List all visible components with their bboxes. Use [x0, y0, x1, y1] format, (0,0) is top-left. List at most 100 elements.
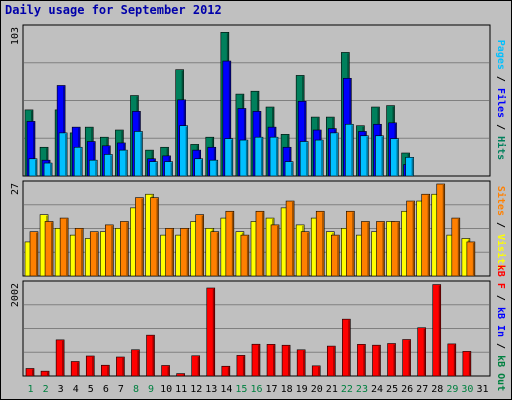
bar-sites	[255, 210, 265, 277]
bar-sites	[195, 214, 205, 277]
day-label: 19	[296, 384, 308, 395]
bar-sites	[270, 224, 280, 277]
legend-bottom: kB F / kB In / kB Out	[495, 265, 506, 391]
bar-kb-f	[206, 287, 216, 377]
legend-mid-part-2: Visits	[495, 234, 507, 270]
bar-pages	[104, 154, 113, 177]
bar-pages	[239, 139, 249, 177]
bar-sites	[29, 231, 39, 277]
day-label: 24	[371, 384, 383, 395]
bar-sites	[120, 221, 129, 277]
bar-kb-f	[40, 370, 50, 377]
bar-sites-shade	[81, 229, 83, 276]
bar-kb-f	[101, 364, 110, 377]
bar-kb-f	[191, 355, 201, 377]
bar-sites-shade	[231, 212, 234, 276]
day-label: 9	[148, 384, 154, 395]
bar-pages	[58, 132, 68, 177]
bar-pages	[375, 135, 384, 177]
bar-pages-shade	[35, 159, 37, 176]
bar-kb-f-shade	[77, 362, 79, 376]
bar-kb-f-shade	[197, 356, 200, 376]
bar-sites-shade	[397, 222, 400, 276]
bar-kb-f-shade	[212, 289, 215, 376]
bar-kb-f-shade	[273, 345, 275, 376]
bar-sites-shade	[292, 202, 294, 276]
bar-sites-shade	[337, 236, 339, 276]
bar-kb-f-shade	[47, 372, 49, 376]
bar-sites	[376, 221, 385, 277]
bar-kb-f	[296, 349, 306, 377]
legend-top-part-2: Files	[495, 88, 507, 118]
bar-sites	[180, 227, 189, 277]
bar-kb-f-shade	[468, 352, 471, 376]
bar-kb-f-shade	[318, 366, 320, 376]
bar-pages	[88, 159, 98, 177]
bar-files-shade	[93, 142, 95, 176]
bar-sites-shade	[171, 229, 174, 276]
bar-pages-shade	[260, 138, 263, 176]
bar-sites-shade	[457, 219, 460, 276]
day-label: 25	[386, 384, 398, 395]
day-label: 10	[160, 384, 172, 395]
bar-sites-shade	[246, 236, 249, 276]
bar-pages-shade	[185, 126, 188, 176]
bar-sites-shade	[66, 219, 68, 276]
bar-pages	[28, 158, 38, 177]
bar-pages-shade	[396, 139, 399, 176]
bar-sites	[315, 210, 325, 277]
bar-kb-f	[417, 327, 426, 377]
bar-sites-shade	[261, 212, 264, 276]
bar-pages-shade	[125, 151, 127, 176]
bar-pages	[209, 159, 219, 177]
day-label: 21	[326, 384, 338, 395]
bar-pages	[119, 149, 128, 177]
bar-sites-shade	[126, 222, 128, 276]
bar-sites-shade	[216, 232, 219, 276]
bar-kb-f-shade	[348, 320, 350, 376]
bar-sites-shade	[36, 232, 38, 276]
bar-sites-shade	[201, 215, 204, 276]
day-label: 16	[250, 384, 262, 395]
bar-kb-f-shade	[92, 357, 94, 376]
bar-pages	[360, 135, 369, 177]
bar-kb-f-shade	[167, 366, 170, 376]
legend-mid-part-1: /	[495, 216, 506, 234]
bar-pages-shade	[351, 125, 353, 176]
bar-kb-f	[266, 344, 276, 377]
bar-sites	[74, 227, 84, 277]
legend-bottom-part-0: kB F	[495, 265, 506, 289]
bar-sites-shade	[352, 212, 354, 276]
bar-sites-shade	[382, 222, 384, 276]
bar-sites	[300, 231, 310, 277]
bar-sites-shade	[322, 212, 324, 276]
bar-pages-shade	[381, 136, 383, 176]
bar-pages-shade	[110, 155, 112, 176]
legend-top-part-1: /	[495, 70, 506, 88]
day-label: 29	[446, 384, 458, 395]
bar-sites	[330, 234, 340, 277]
bar-kb-f	[221, 365, 231, 377]
day-label: 31	[476, 384, 488, 395]
bar-sites	[59, 217, 69, 277]
bar-kb-f	[70, 361, 80, 377]
bar-kb-f-shade	[137, 350, 139, 376]
legend-bottom-part-1: /	[495, 289, 506, 307]
legend-top-part-3: /	[495, 118, 506, 136]
bar-pages-shade	[155, 162, 158, 176]
bar-pages-shade	[245, 141, 248, 176]
bar-pages	[179, 125, 188, 177]
bar-sites-shade	[277, 225, 279, 276]
bar-kb-f-shade	[62, 340, 64, 376]
bar-kb-f	[85, 355, 95, 377]
bar-kb-f	[25, 368, 35, 377]
day-label: 14	[220, 384, 232, 395]
bar-sites-shade	[442, 185, 445, 276]
bar-sites	[44, 221, 54, 277]
day-label: 20	[311, 384, 323, 395]
day-label: 12	[190, 384, 202, 395]
bar-sites	[225, 210, 235, 277]
bar-pages	[134, 131, 143, 177]
legend-bottom-part-3: /	[495, 337, 506, 355]
legend-mid-part-0: Sites	[495, 186, 507, 216]
